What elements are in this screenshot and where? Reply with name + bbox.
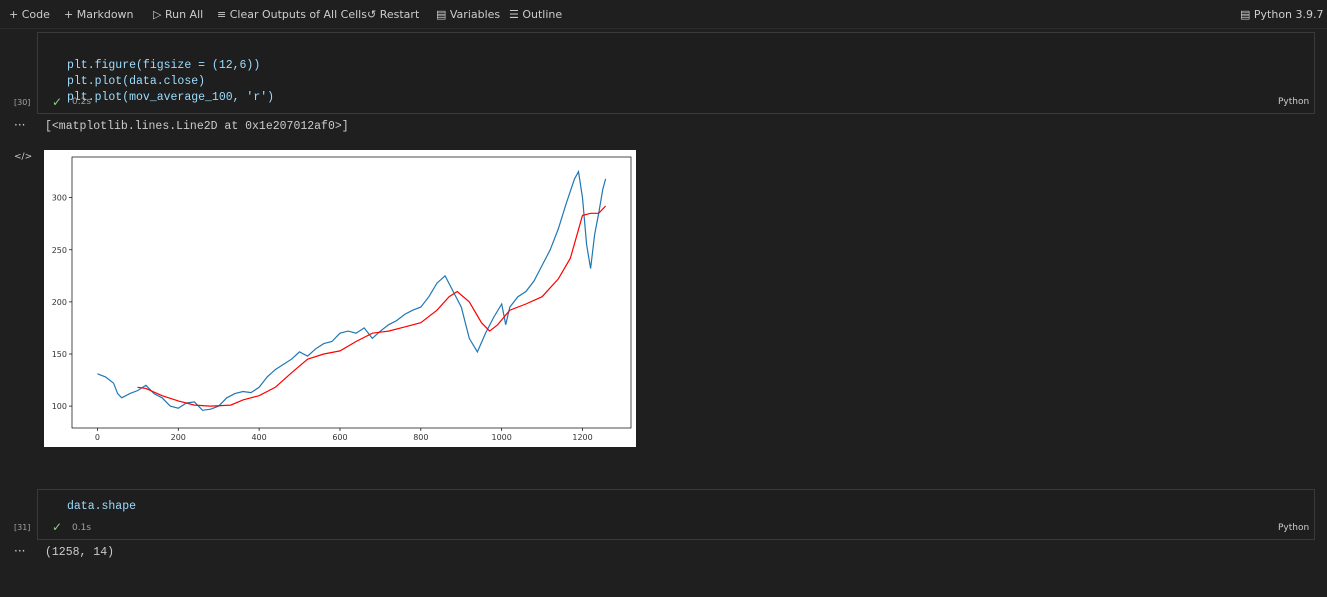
x-tick-label: 600 (332, 433, 347, 442)
toolbar-label: Restart (379, 8, 420, 21)
y-tick-label: 100 (52, 402, 67, 411)
x-tick-label: 800 (413, 433, 428, 442)
icon: ▷ (153, 8, 165, 21)
toolbar-label: Code (21, 8, 50, 21)
exec-count: [30] (14, 98, 31, 107)
toolbar-button[interactable]: ▷ Run All (153, 8, 203, 21)
chart: 0 200 400 600 800 1000 1200 100 150 200 250 300 (44, 150, 636, 447)
toolbar-button[interactable]: ☰ Outline (509, 8, 562, 21)
toolbar-button[interactable]: ↺ Restart (367, 8, 419, 21)
code-line: plt.plot(mov_average_100, 'r') (67, 91, 275, 104)
x-tick-label: 1200 (572, 433, 592, 442)
kernel[interactable]: ▤ Python 3.9.7 (1240, 8, 1324, 21)
x-tick-label: 400 (251, 433, 266, 442)
output-text: (1258, 14) (45, 546, 115, 559)
x-tick-label: 0 (95, 433, 100, 442)
language[interactable]: Python (1278, 523, 1310, 533)
toolbar-label: Clear Outputs of All Cells (229, 8, 367, 21)
toolbar (0, 0, 1327, 29)
chart-bg (44, 150, 636, 447)
y-tick-label: 250 (52, 246, 67, 255)
toolbar-label: Outline (522, 8, 563, 21)
icon: ↺ (367, 8, 380, 21)
output-menu[interactable]: ··· (14, 118, 26, 132)
icon: ▤ (436, 8, 450, 21)
exec-time: 0.2s (72, 97, 92, 107)
toolbar-label: Run All (164, 8, 204, 21)
icon: ☰ (509, 8, 523, 21)
exec-time: 0.1s (72, 523, 92, 533)
code-cell[interactable] (37, 32, 1315, 114)
y-tick-label: 300 (52, 194, 67, 203)
axes-frame (71, 156, 632, 429)
toolbar-button[interactable]: + Code (9, 8, 50, 21)
kernel-label: Python 3.9.7 (1253, 8, 1324, 21)
code-line: plt.figure(figsize = (12,6)) (67, 59, 261, 72)
line (97, 169, 607, 411)
code: plt.figure(figsize = (12,6)) plt.plot(dat… (67, 42, 274, 106)
output-text: [<matplotlib.lines.Line2D at 0x1e207012a… (45, 120, 349, 133)
y-tick-label: 150 (52, 350, 67, 359)
code-line: plt.plot(data.close) (67, 75, 206, 88)
exec-count: [31] (14, 523, 31, 532)
toolbar-button[interactable]: ≡ Clear Outputs of All Cells (217, 8, 367, 21)
x-tick-label: 1000 (492, 433, 512, 442)
icon: ≡ (217, 8, 230, 21)
check: ✓ (52, 520, 63, 534)
toolbar-label: Markdown (76, 8, 134, 21)
icon: + (9, 8, 22, 21)
y-tick-label: 200 (52, 298, 67, 307)
language[interactable]: Python (1278, 97, 1310, 107)
code-cell[interactable] (37, 489, 1315, 540)
x-tick-label: 200 (171, 433, 186, 442)
toolbar-label: Variables (449, 8, 501, 21)
toolbar-button[interactable]: + Markdown (64, 8, 134, 21)
icon: + (64, 8, 77, 21)
check: ✓ (52, 95, 63, 109)
line (137, 205, 607, 407)
code-line: data.shape (67, 500, 137, 513)
output-icon[interactable]: </> (14, 152, 33, 162)
toolbar-button[interactable]: ▤ Variables (436, 8, 500, 21)
output-menu[interactable]: ··· (14, 544, 26, 558)
